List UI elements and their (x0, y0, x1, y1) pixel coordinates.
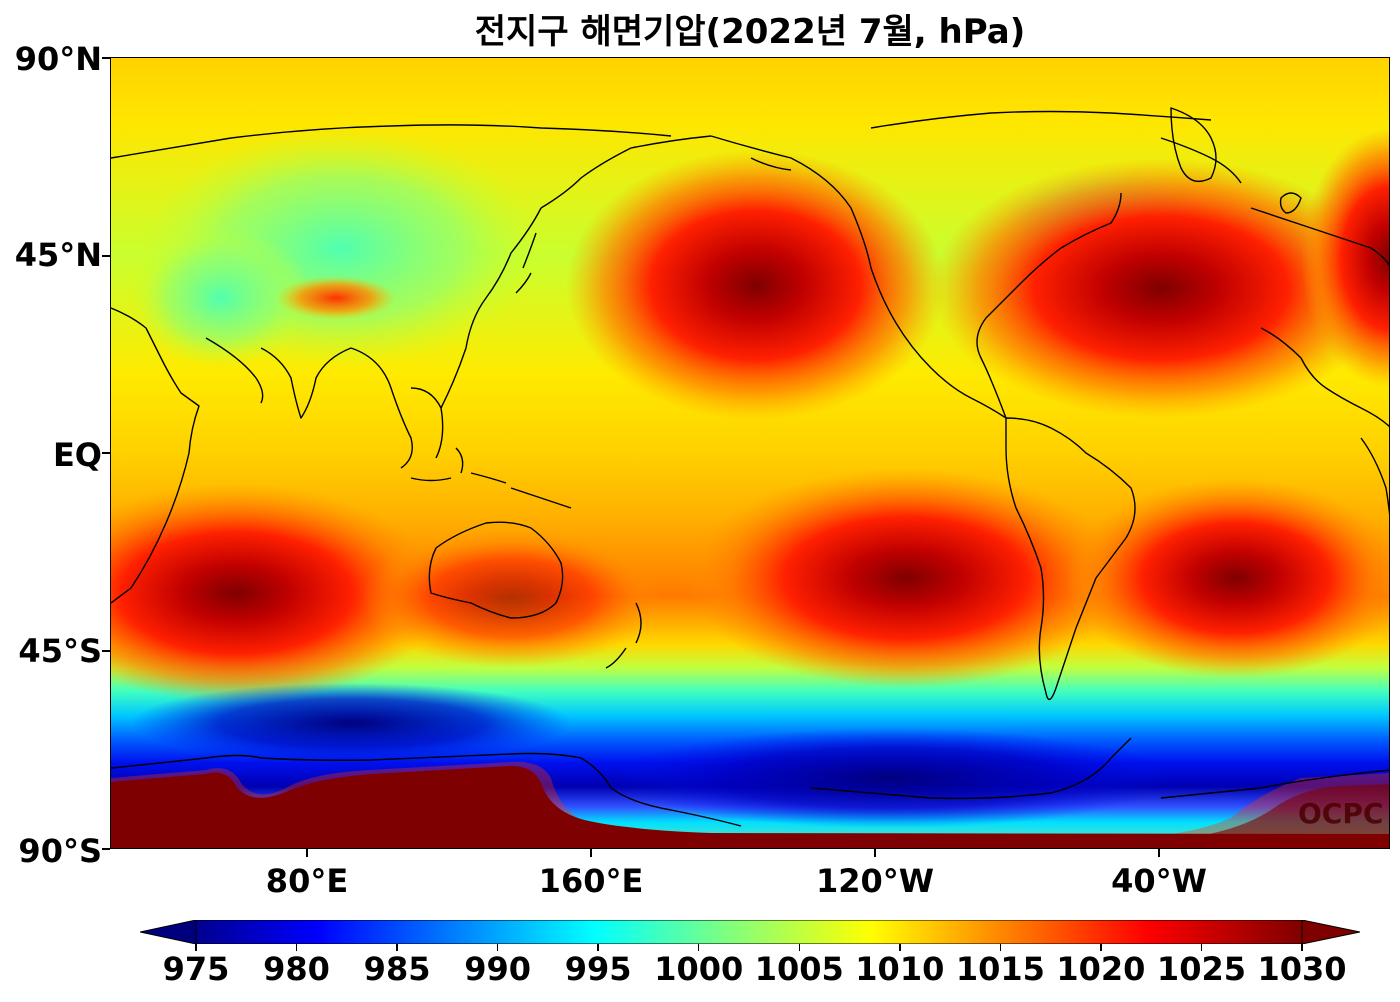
lon-tick (874, 849, 876, 857)
coastlines (111, 107, 1389, 827)
lat-tick (102, 650, 110, 652)
lat-label-45s: 45°S (18, 632, 102, 670)
colorbar-tick-label: 1000 (654, 950, 744, 988)
colorbar-tick (999, 944, 1002, 951)
pressure-map (110, 57, 1390, 849)
colorbar-extend-low (140, 920, 197, 944)
lat-tick (102, 848, 110, 850)
lat-label-90n: 90°N (14, 40, 102, 78)
colorbar-tick-label: 1025 (1156, 950, 1246, 988)
lat-tick (102, 452, 110, 454)
antarctic-high (111, 765, 1389, 848)
lon-label-160e: 160°E (538, 862, 644, 900)
south-indian-high (111, 483, 446, 703)
colorbar-tick (195, 944, 197, 951)
lat-label-90s: 90°S (18, 832, 102, 870)
north-pacific-high (566, 150, 946, 420)
lat-label-eq: EQ (52, 436, 102, 474)
south-atlantic-high (1066, 478, 1389, 678)
middle-east-low (131, 228, 311, 368)
south-pacific-high (686, 468, 1126, 688)
tibetan-plateau (276, 276, 396, 320)
colorbar-tick-label: 995 (564, 950, 632, 988)
colorbar-tick-label: 1010 (855, 950, 945, 988)
map-title: 전지구 해면기압(2022년 7월, hPa) (474, 12, 1026, 52)
lat-label-45n: 45°N (14, 236, 102, 274)
colorbar-gradient (195, 920, 1303, 944)
australia-high (361, 528, 661, 668)
lon-label-120w: 120°W (815, 862, 935, 900)
colorbar-tick (597, 944, 599, 951)
antarctic-plateau (553, 784, 1389, 848)
colorbar-tick-label: 975 (162, 950, 230, 988)
ocpc-watermark: OCPC (1298, 797, 1384, 830)
colorbar-tick (1301, 944, 1303, 951)
colorbar-tick (396, 944, 398, 951)
colorbar-tick-label: 1015 (955, 950, 1045, 988)
map-svg (111, 58, 1389, 848)
colorbar-tick (697, 944, 700, 951)
colorbar-tick (899, 944, 901, 951)
colorbar-tick (295, 944, 298, 951)
europe-high (1301, 128, 1389, 388)
colorbar (140, 920, 1360, 944)
lon-tick (590, 849, 592, 857)
southern-ocean-low-indian (131, 683, 571, 763)
colorbar-tick-label: 1020 (1056, 950, 1146, 988)
colorbar-tick (1200, 944, 1203, 951)
colorbar-tick (1100, 944, 1102, 951)
colorbar-tick-label: 985 (363, 950, 431, 988)
lat-tick (102, 255, 110, 257)
lon-tick (1158, 849, 1160, 857)
colorbar-extend-high (1301, 920, 1360, 944)
azores-high (931, 158, 1389, 418)
colorbar-tick-label: 1030 (1257, 950, 1347, 988)
lon-label-40w: 40°W (1111, 862, 1207, 900)
lon-label-80e: 80°E (265, 862, 349, 900)
lat-tick (102, 57, 110, 59)
colorbar-tick-label: 980 (263, 950, 330, 988)
amundsen-low (611, 728, 1171, 828)
colorbar-tick-label: 1005 (754, 950, 844, 988)
lon-tick (306, 849, 308, 857)
colorbar-tick (798, 944, 801, 951)
colorbar-tick (496, 944, 499, 951)
colorbar-tick-label: 990 (464, 950, 532, 988)
